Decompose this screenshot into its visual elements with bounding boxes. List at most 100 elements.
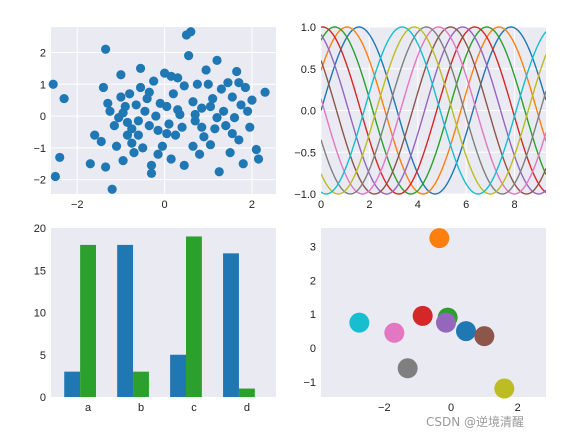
y-tick-label: 15 [34,265,46,277]
y-tick-label: −1 [33,143,46,155]
scatter-point [192,79,202,89]
scatter-point [133,116,143,126]
y-tick-label: 2 [310,275,316,287]
scatter-point [103,98,113,108]
y-tick-label: −1 [303,377,316,389]
scatter-point [229,113,240,123]
scatter-point [162,101,172,112]
scatter-point [188,141,198,151]
sine-series-line [321,26,546,195]
scatter-point [127,138,137,148]
scatter-point [199,132,209,142]
scatter-point [55,152,65,163]
category-label: a [85,402,92,414]
panel-background [321,228,546,397]
scatter-point [146,160,157,170]
scatter-point [177,122,187,132]
scatter-point [122,117,133,128]
scatter-point [221,121,231,131]
bar-series-2 [133,371,149,397]
x-tick-label: 8 [511,199,517,211]
sine-series-line [321,26,546,195]
scatter-point [197,122,207,132]
bar-series-1 [117,244,134,397]
scatter-panel-top-left: −2 0 2 −2 −1 0 1 2 [33,27,276,211]
scatter-point [251,144,261,155]
scatter-point [225,148,235,158]
scatter-point [170,130,181,140]
scatter-point [111,141,122,151]
scatter-point [118,156,128,166]
scatter-point [190,116,200,126]
scatter-point [109,121,119,131]
scatter-point [166,71,176,81]
scatter-point [210,124,220,134]
category-label: b [138,402,144,414]
scatter-point [116,70,126,80]
scatter-point [149,76,159,86]
bubble-point [349,312,370,333]
bar-panel-bottom-left: a b c d 0 5 10 15 20 [34,223,276,414]
scatter-point [90,130,100,140]
sine-series-line [321,26,546,195]
scatter-point [157,141,168,151]
watermark: CSDN @逆境清醒 [426,414,524,429]
scatter-point [188,97,198,107]
scatter-point [120,101,130,112]
y-tick-label: −1.0 [294,189,316,201]
y-tick-label: 0.5 [301,64,316,76]
scatter-point [144,121,154,131]
scatter-point [153,149,163,159]
scatter-point [194,149,205,159]
y-tick-label: 3 [310,242,316,254]
scatter-point [186,27,196,37]
bubble-point [474,326,495,347]
bar-series-2 [238,388,255,397]
scatter-point [190,109,200,120]
scatter-point [168,89,178,99]
scatter-point [232,66,242,77]
y-tick-label: 1 [40,79,46,91]
bubble-point [397,358,418,379]
scatter-point [96,136,106,147]
x-tick-label: −2 [71,199,84,211]
scatter-point [245,122,255,132]
scatter-point [205,101,216,112]
scatter-point [129,148,139,158]
sine-series-line [321,26,546,195]
sine-series-line [321,26,546,195]
scatter-point [166,154,176,164]
scatter-point [164,119,174,129]
x-tick-label: 2 [366,199,372,211]
scatter-point [197,103,207,113]
y-tick-label: −0.5 [294,147,316,159]
scatter-point [107,184,117,194]
y-tick-label: 0 [310,343,316,355]
bubble-point [494,378,515,399]
scatter-point [216,84,226,94]
x-tick-label: 0 [318,199,324,211]
scatter-point [135,82,146,93]
scatter-point [101,162,111,172]
x-tick-label: 2 [249,199,255,211]
scatter-point [140,106,150,116]
bubble-point [384,322,405,343]
y-tick-label: 1.0 [301,22,316,34]
x-tick-label: 6 [463,199,469,211]
scatter-point [179,81,189,91]
scatter-point [223,78,233,88]
category-label: d [244,402,250,414]
scatter-point [234,78,244,88]
scatter-point [144,87,154,97]
scatter-point [85,159,95,169]
scatter-point [247,95,257,105]
scatter-point [212,113,222,123]
y-tick-label: 0 [40,111,46,123]
scatter-point [238,159,248,169]
sine-series-line [321,26,546,195]
y-tick-label: 20 [34,223,46,235]
scatter-point [240,82,251,93]
scatter-point [101,44,111,54]
scatter-point [234,135,244,145]
scatter-point [138,143,148,153]
